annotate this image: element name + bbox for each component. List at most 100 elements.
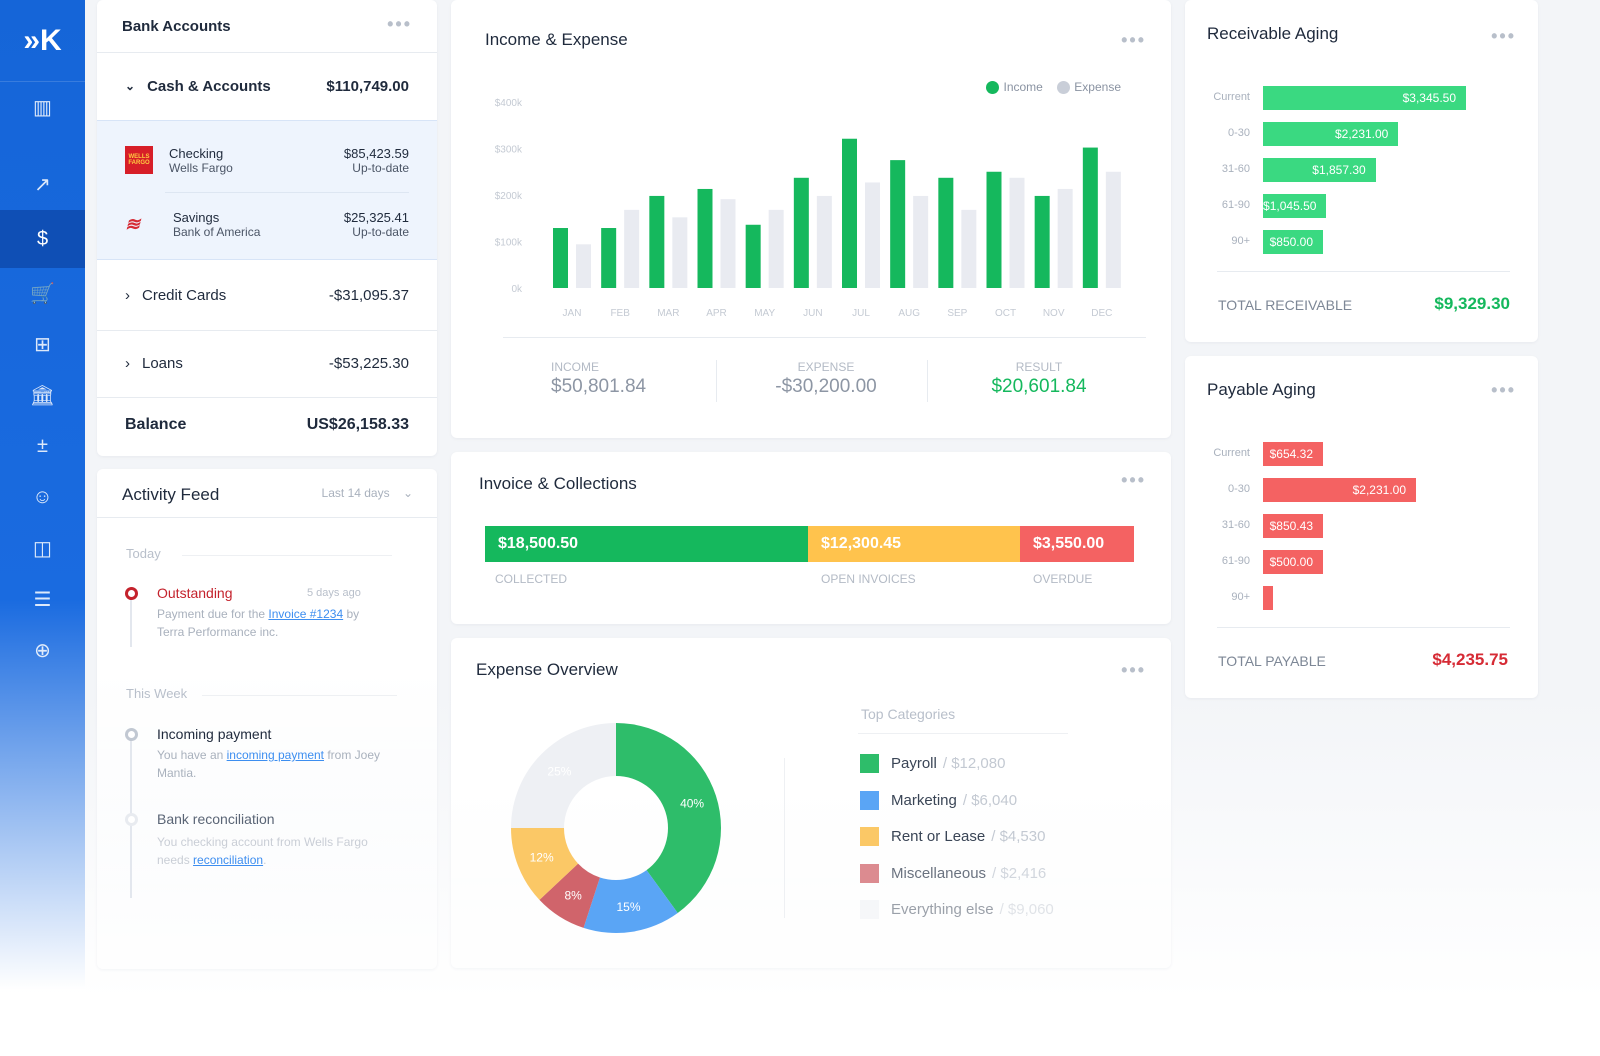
invoice-segment-collected[interactable]: $18,500.50	[485, 526, 808, 562]
more-menu-icon[interactable]: •••	[1491, 26, 1516, 46]
sidebar-item-cart-list[interactable]: ⊞	[0, 319, 85, 370]
account-checking[interactable]: WELLS FARGO Checking Wells Fargo $85,423.5…	[97, 130, 437, 190]
legend-income: Income	[986, 80, 1043, 94]
aging-bar-current[interactable]: $654.32	[1263, 442, 1323, 466]
bar-expense-may[interactable]	[768, 209, 784, 288]
chart-line-icon: ↗	[34, 174, 51, 196]
donut-slice-everything-else[interactable]	[511, 723, 616, 828]
date-range-dropdown[interactable]: Last 14 days ⌄	[322, 486, 413, 500]
sidebar-item-add[interactable]: ⊕	[0, 625, 85, 676]
sidebar-item-chart-line[interactable]: ↗	[0, 159, 85, 210]
balance-value: US$26,158.33	[306, 416, 409, 433]
payable-aging-card: Payable Aging ••• Current $654.32 0-30 $2,2…	[1185, 356, 1538, 698]
slice-percent-label: 40%	[680, 796, 704, 810]
sidebar-item-team[interactable]: ☺	[0, 472, 85, 523]
sidebar-item-bank[interactable]: 🏛	[0, 370, 85, 421]
sidebar-item-cart[interactable]: 🛒	[0, 268, 85, 319]
invoice-segment-label: OPEN INVOICES	[821, 572, 916, 586]
bar-income-may[interactable]	[745, 224, 761, 288]
donut-slice-rent-or-lease[interactable]	[511, 828, 579, 900]
aging-label: 0-30	[1227, 127, 1250, 139]
sidebar-item-buildings[interactable]: ▥	[0, 82, 85, 133]
aging-label: Current	[1213, 91, 1250, 103]
bar-income-nov[interactable]	[1034, 195, 1050, 288]
aging-bar-90+[interactable]: $850.00	[1263, 230, 1323, 254]
bar-expense-nov[interactable]	[1057, 188, 1073, 288]
bar-expense-feb[interactable]	[624, 209, 640, 288]
category-amount: / $6,040	[962, 791, 1018, 809]
bar-income-jan[interactable]	[553, 228, 568, 288]
reconciliation-link[interactable]: reconciliation	[193, 853, 264, 867]
donut-slice-miscellaneous[interactable]	[539, 863, 600, 928]
bar-expense-mar[interactable]	[672, 217, 688, 288]
more-menu-icon[interactable]: •••	[1491, 380, 1516, 400]
aging-label: 31-60	[1221, 519, 1250, 531]
aging-bar-31-60[interactable]: $850.43	[1263, 514, 1323, 538]
invoice-segment-open-invoices[interactable]: $12,300.45	[808, 526, 1020, 562]
bar-expense-oct[interactable]	[1009, 177, 1025, 288]
x-tick-label: FEB	[610, 308, 630, 319]
category-payroll[interactable]: Payroll / $12,080	[860, 754, 1005, 773]
bar-income-apr[interactable]	[697, 188, 713, 288]
cash-accounts-group[interactable]: ⌄ Cash & Accounts $110,749.00	[97, 52, 437, 120]
bar-income-dec[interactable]	[1082, 147, 1098, 288]
sidebar-item-apps[interactable]: ◫	[0, 523, 85, 574]
status-dot-icon	[125, 728, 138, 741]
category-rent-or-lease[interactable]: Rent or Lease / $4,530	[860, 827, 1045, 846]
bar-income-oct[interactable]	[986, 171, 1002, 288]
loans-group[interactable]: › Loans -$53,225.30	[97, 330, 437, 396]
summary-value: $20,601.84	[991, 376, 1087, 397]
aging-bar-0-30[interactable]: $2,231.00	[1263, 122, 1399, 146]
more-menu-icon[interactable]: •••	[1121, 470, 1146, 490]
feed-text: by Terra Performance inc.	[157, 607, 360, 639]
bar-income-jun[interactable]	[793, 177, 809, 288]
sidebar-item-calculator[interactable]: ±	[0, 421, 85, 472]
more-menu-icon[interactable]: •••	[1121, 660, 1146, 680]
account-savings[interactable]: ≋ Savings Bank of America $25,325.41 Up-to…	[97, 194, 437, 254]
bar-expense-jun[interactable]	[816, 195, 832, 288]
total-label: TOTAL RECEIVABLE	[1218, 297, 1353, 313]
bar-expense-jan[interactable]	[576, 244, 591, 288]
summary-value: -$30,200.00	[775, 376, 877, 397]
bar-expense-jul[interactable]	[865, 182, 880, 288]
bar-expense-sep[interactable]	[961, 209, 977, 288]
aging-bar-current[interactable]: $3,345.50	[1263, 86, 1466, 110]
donut-slice-payroll[interactable]	[616, 723, 721, 913]
card-title: Bank Accounts	[122, 18, 231, 35]
aging-bar-90+[interactable]	[1263, 586, 1273, 610]
bar-expense-apr[interactable]	[720, 199, 736, 288]
status-dot-icon	[125, 813, 138, 826]
category-miscellaneous[interactable]: Miscellaneous / $2,416	[860, 863, 1047, 883]
sidebar-item-dollar[interactable]: $	[0, 210, 85, 268]
aging-bar-61-90[interactable]: $1,045.50	[1263, 194, 1327, 218]
sidebar-item-report[interactable]: ☰	[0, 574, 85, 625]
incoming-payment-link[interactable]: incoming payment	[226, 748, 325, 762]
bar-income-jul[interactable]	[842, 138, 857, 288]
feed-time: 5 days ago	[307, 587, 361, 599]
card-title: Receivable Aging	[1207, 24, 1339, 43]
credit-cards-group[interactable]: › Credit Cards -$31,095.37	[97, 262, 437, 328]
balance-label: Balance	[125, 416, 187, 433]
more-menu-icon[interactable]: •••	[1121, 30, 1146, 50]
total-payable-value: $4,235.75	[1432, 650, 1508, 669]
group-total: -$31,095.37	[328, 286, 409, 304]
bar-income-aug[interactable]	[890, 160, 906, 288]
bar-income-feb[interactable]	[601, 228, 617, 288]
bar-income-sep[interactable]	[938, 177, 954, 288]
more-menu-icon[interactable]: •••	[387, 14, 412, 34]
aging-bar-31-60[interactable]: $1,857.30	[1263, 158, 1376, 182]
invoice-link[interactable]: Invoice #1234	[268, 607, 344, 621]
aging-bar-0-30[interactable]: $2,231.00	[1263, 478, 1416, 502]
donut-slice-marketing[interactable]	[583, 870, 678, 933]
category-marketing[interactable]: Marketing / $6,040	[860, 790, 1018, 810]
expense-overview-card: Expense Overview ••• 40% 15% 8% 12% 25% Top …	[451, 638, 1171, 968]
invoice-segment-overdue[interactable]: $3,550.00	[1020, 526, 1134, 562]
bar-expense-aug[interactable]	[913, 195, 929, 288]
aging-bar-61-90[interactable]: $500.00	[1263, 550, 1323, 574]
category-everything-else[interactable]: Everything else / $9,060	[860, 900, 1054, 919]
category-swatch-icon	[860, 863, 879, 883]
bar-income-mar[interactable]	[649, 195, 665, 288]
category-amount: / $2,416	[992, 864, 1047, 882]
y-tick-label: $400k	[495, 98, 523, 109]
bar-expense-dec[interactable]	[1105, 171, 1121, 288]
